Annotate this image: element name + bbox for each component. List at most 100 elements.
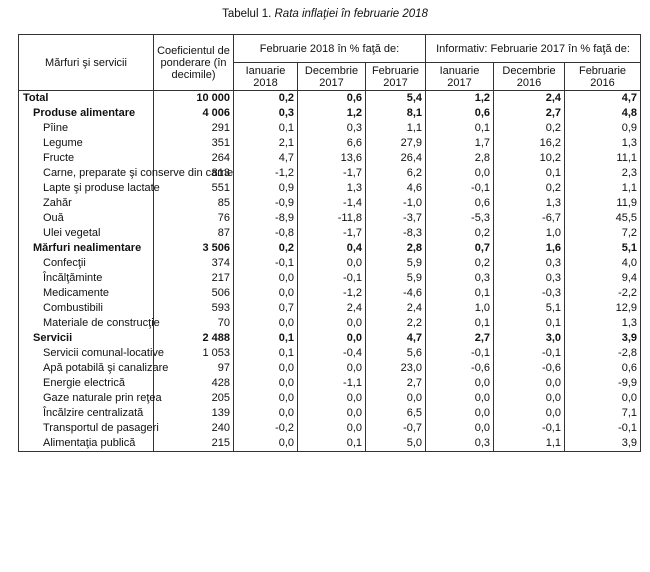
table-row: Încălzire centralizată 139 0,0 0,0 6,5 0,0 0,0… [18, 406, 642, 421]
table-row: Zahăr 85 -0,9 -1,4 -1,0 0,6 1,3 11,9 [18, 196, 642, 211]
cell-value: 4,7 [233, 151, 298, 166]
cell-value: 1,2 [425, 90, 494, 106]
row-weight: 506 [153, 286, 234, 301]
cell-value: 1,7 [425, 136, 494, 151]
cell-value: 0,0 [233, 376, 298, 391]
subheader-feb2017: Februarie 2017 [365, 62, 426, 91]
cell-value: 0,1 [425, 121, 494, 136]
cell-value: 0,0 [233, 361, 298, 376]
subheader-ian2018: Ianuarie 2018 [233, 62, 298, 91]
table-row: Legume 351 2,1 6,6 27,9 1,7 16,2 1,3 [18, 136, 642, 151]
header-weight: Coeficientul de ponderare (în decimile) [153, 34, 234, 91]
cell-value: -0,3 [493, 286, 565, 301]
cell-value: -1,2 [297, 286, 366, 301]
cell-value: -1,7 [297, 166, 366, 181]
row-weight: 2 488 [153, 331, 234, 346]
row-label: Total [18, 90, 154, 106]
table-row: Lapte şi produse lactate 551 0,9 1,3 4,6 -0,1… [18, 181, 642, 196]
row-label: Ouă [18, 211, 154, 226]
row-weight: 428 [153, 376, 234, 391]
cell-value: 0,0 [297, 406, 366, 421]
cell-value: -1,1 [297, 376, 366, 391]
cell-value: 0,0 [297, 256, 366, 271]
cell-value: 0,1 [233, 331, 298, 346]
cell-value: 0,0 [297, 391, 366, 406]
cell-value: 45,5 [563, 211, 642, 226]
cell-value: -2,2 [563, 286, 642, 301]
cell-value: -6,7 [493, 211, 565, 226]
cell-value: 0,2 [493, 181, 565, 196]
cell-value: 11,9 [563, 196, 642, 211]
cell-value: 5,1 [493, 301, 565, 316]
cell-value: -5,3 [425, 211, 494, 226]
table-row: Gaze naturale prin reţea 205 0,0 0,0 0,0 0,0 0… [18, 391, 642, 406]
subheader-dec2017: Decembrie 2017 [297, 62, 366, 91]
row-weight: 4 006 [153, 106, 234, 121]
cell-value: 0,0 [425, 421, 494, 436]
table-row: Fructe 264 4,7 13,6 26,4 2,8 10,2 11,1 [18, 151, 642, 166]
cell-value: 0,0 [297, 316, 366, 331]
table-row: Alimentaţia publică 215 0,0 0,1 5,0 0,3 1,1 3,9 [18, 436, 642, 452]
cell-value: 1,1 [365, 121, 426, 136]
cell-value: 0,7 [233, 301, 298, 316]
row-weight: 70 [153, 316, 234, 331]
row-label: Medicamente [18, 286, 154, 301]
cell-value: 0,1 [425, 286, 494, 301]
table-row: Mărfuri nealimentare 3 506 0,2 0,4 2,8 0,7 1,6… [18, 241, 642, 256]
cell-value: 0,3 [493, 271, 565, 286]
row-label: Lapte şi produse lactate [18, 181, 160, 196]
cell-value: 27,9 [365, 136, 426, 151]
subheader-feb2016: Februarie 2016 [563, 62, 642, 91]
cell-value: 0,0 [425, 376, 494, 391]
cell-value: 3,9 [563, 436, 642, 452]
table-caption: Tabelul 1. Rata inflaţiei în februarie 2… [0, 8, 650, 20]
cell-value: 0,2 [233, 241, 298, 256]
cell-value: 0,0 [425, 391, 494, 406]
row-weight: 1 053 [153, 346, 234, 361]
table-row: Ouă 76 -8,9 -11,8 -3,7 -5,3 -6,7 45,5 [18, 211, 642, 226]
cell-value: 5,6 [365, 346, 426, 361]
cell-value: 0,1 [493, 316, 565, 331]
cell-value: -0,6 [425, 361, 494, 376]
cell-value: -0,1 [563, 421, 642, 436]
table-row: Pîine 291 0,1 0,3 1,1 0,1 0,2 0,9 [18, 121, 642, 136]
table-row: Servicii comunal-locative 1 053 0,1 -0,4 5,6… [18, 346, 642, 361]
cell-value: -0,6 [493, 361, 565, 376]
cell-value: -0,9 [233, 196, 298, 211]
row-label: Servicii [18, 331, 154, 346]
row-label: Transportul de pasageri [18, 421, 159, 436]
cell-value: 0,3 [297, 121, 366, 136]
cell-value: 0,3 [233, 106, 298, 121]
row-label: Încălţăminte [18, 271, 154, 286]
cell-value: 0,2 [425, 256, 494, 271]
cell-value: 0,0 [233, 316, 298, 331]
header-group-feb2017: Informativ: Februarie 2017 în % faţă de: [424, 34, 642, 63]
cell-value: 6,6 [297, 136, 366, 151]
row-weight: 3 506 [153, 241, 234, 256]
cell-value: 5,4 [365, 90, 426, 106]
cell-value: -0,1 [493, 421, 565, 436]
cell-value: 2,7 [425, 331, 494, 346]
row-weight: 205 [153, 391, 234, 406]
row-weight: 215 [153, 436, 234, 452]
row-weight: 593 [153, 301, 234, 316]
cell-value: 0,0 [425, 166, 494, 181]
cell-value: -0,1 [425, 346, 494, 361]
table-row: Total 10 000 0,2 0,6 5,4 1,2 2,4 4,7 [18, 90, 642, 106]
cell-value: 1,3 [563, 136, 642, 151]
cell-value: 2,8 [365, 241, 426, 256]
caption-prefix: Tabelul 1. [222, 8, 272, 20]
cell-value: 8,1 [365, 106, 426, 121]
cell-value: 26,4 [365, 151, 426, 166]
cell-value: 0,3 [425, 271, 494, 286]
inflation-table: Mărfuri şi servicii Coeficientul de pond… [18, 34, 642, 452]
row-label: Gaze naturale prin reţea [18, 391, 162, 406]
cell-value: -0,4 [297, 346, 366, 361]
table-row: Confecţii 374 -0,1 0,0 5,9 0,2 0,3 4,0 [18, 256, 642, 271]
row-weight: 264 [153, 151, 234, 166]
cell-value: 9,4 [563, 271, 642, 286]
cell-value: 5,9 [365, 256, 426, 271]
cell-value: 0,2 [233, 90, 298, 106]
cell-value: 0,0 [233, 286, 298, 301]
table-row: Servicii 2 488 0,1 0,0 4,7 2,7 3,0 3,9 [18, 331, 642, 346]
